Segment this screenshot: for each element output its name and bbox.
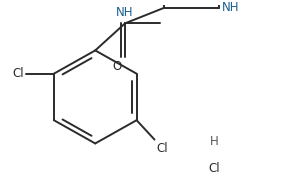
Text: Cl: Cl xyxy=(209,162,221,175)
Text: O: O xyxy=(113,60,122,73)
Text: Cl: Cl xyxy=(12,67,24,80)
Text: Cl: Cl xyxy=(157,141,168,154)
Text: H: H xyxy=(210,135,219,148)
Text: NH: NH xyxy=(116,6,134,19)
Text: NH: NH xyxy=(222,1,240,14)
